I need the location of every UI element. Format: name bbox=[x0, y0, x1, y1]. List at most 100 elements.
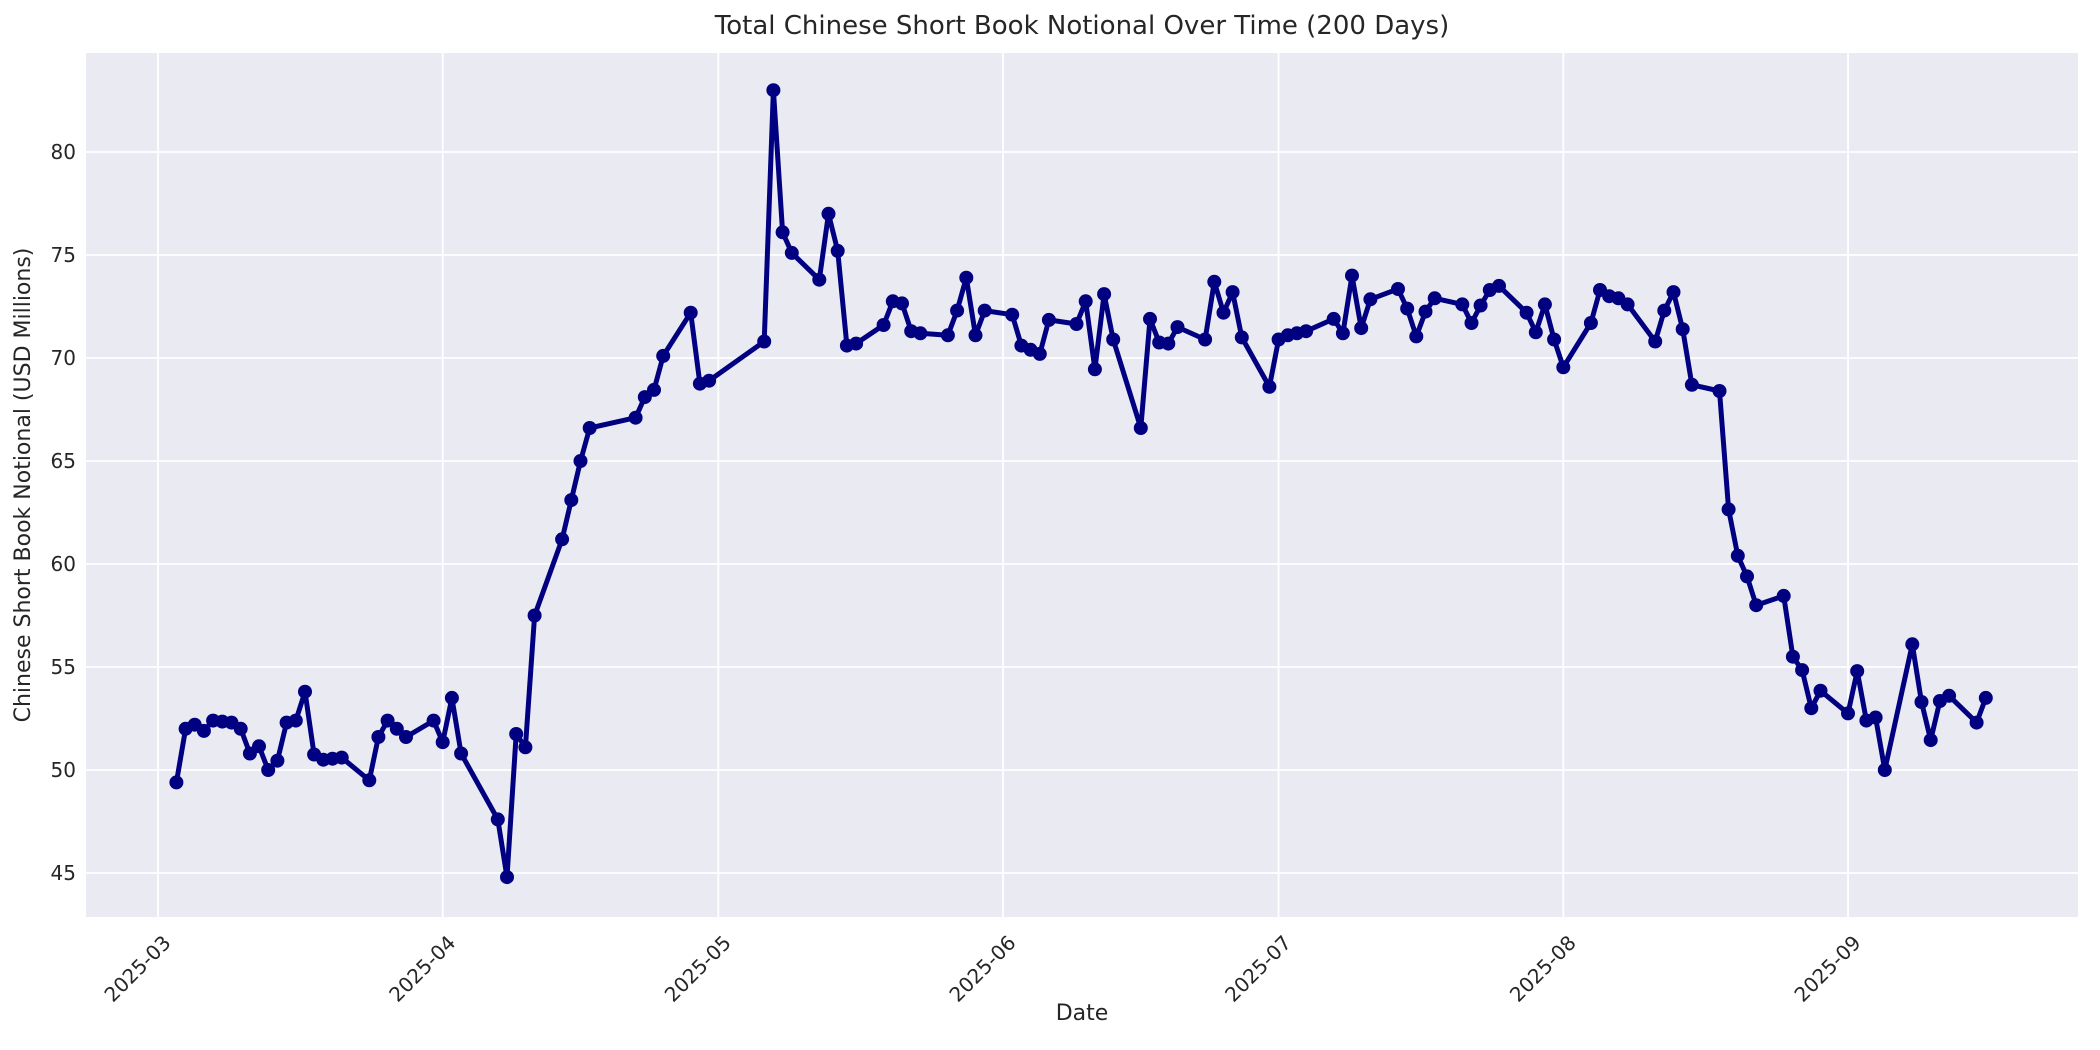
data-point-marker bbox=[849, 336, 864, 351]
y-tick-label: 50 bbox=[51, 758, 76, 782]
data-point-marker bbox=[830, 243, 845, 258]
data-point-marker bbox=[1905, 637, 1920, 652]
data-point-marker bbox=[371, 730, 386, 744]
data-point-marker bbox=[1666, 285, 1681, 300]
data-point-marker bbox=[1978, 690, 1993, 705]
data-point-marker bbox=[573, 454, 588, 468]
data-point-marker bbox=[1143, 311, 1157, 326]
data-point-marker bbox=[1299, 324, 1314, 339]
data-point-marker bbox=[812, 272, 827, 287]
data-point-marker bbox=[518, 740, 533, 755]
data-point-marker bbox=[509, 727, 524, 741]
data-point-marker bbox=[500, 870, 514, 885]
data-point-marker bbox=[1170, 320, 1185, 335]
data-point-marker bbox=[702, 373, 717, 388]
data-point-marker bbox=[821, 206, 836, 221]
data-point-marker bbox=[1409, 329, 1424, 344]
y-tick-label: 70 bbox=[51, 346, 76, 370]
data-point-marker bbox=[1740, 569, 1754, 584]
data-point-marker bbox=[1868, 710, 1883, 725]
x-tick-labels: 2025-03 2025-04 2025-05 2025-06 2025-07 2025-… bbox=[99, 931, 1865, 1007]
plot-area bbox=[86, 53, 2078, 917]
data-point-marker bbox=[1492, 278, 1506, 293]
y-tick-label: 75 bbox=[51, 243, 76, 267]
data-point-marker bbox=[784, 245, 799, 260]
data-point-marker bbox=[527, 608, 542, 623]
data-point-marker bbox=[1455, 297, 1470, 312]
data-point-marker bbox=[1841, 706, 1855, 721]
data-point-marker bbox=[1207, 274, 1222, 289]
data-point-marker bbox=[1914, 695, 1929, 709]
data-point-marker bbox=[1005, 307, 1020, 322]
data-point-marker bbox=[1556, 360, 1571, 375]
data-point-marker bbox=[1813, 683, 1828, 698]
data-point-marker bbox=[1078, 294, 1093, 309]
data-point-marker bbox=[564, 493, 579, 508]
x-axis-label: Date bbox=[1056, 1001, 1109, 1026]
data-point-marker bbox=[444, 690, 459, 705]
data-point-marker bbox=[1335, 326, 1350, 341]
data-point-marker bbox=[1427, 291, 1442, 306]
data-point-marker bbox=[1216, 305, 1231, 320]
data-point-marker bbox=[389, 721, 404, 736]
data-point-marker bbox=[1032, 346, 1047, 361]
data-point-marker bbox=[169, 775, 184, 790]
data-point-marker bbox=[1675, 322, 1690, 337]
data-point-marker bbox=[959, 270, 974, 285]
data-point-marker bbox=[1106, 332, 1121, 347]
data-point-marker bbox=[233, 721, 248, 736]
data-point-marker bbox=[1923, 733, 1938, 748]
data-point-marker bbox=[288, 713, 303, 728]
data-point-marker bbox=[628, 410, 643, 425]
y-tick-label: 60 bbox=[51, 552, 76, 576]
data-point-marker bbox=[261, 763, 276, 777]
data-point-marker bbox=[1620, 297, 1635, 312]
data-point-marker bbox=[1097, 287, 1112, 302]
data-point-marker bbox=[1464, 316, 1479, 330]
data-point-marker bbox=[940, 328, 955, 343]
data-point-marker bbox=[766, 83, 781, 98]
chart-title: Total Chinese Short Book Notional Over T… bbox=[714, 11, 1449, 41]
data-point-marker bbox=[196, 723, 211, 738]
data-point-marker bbox=[950, 303, 965, 318]
y-tick-label: 65 bbox=[51, 449, 76, 473]
data-point-marker bbox=[1785, 649, 1800, 664]
data-point-marker bbox=[555, 532, 570, 547]
data-point-marker bbox=[1776, 588, 1791, 603]
y-tick-labels: 45 50 55 60 65 70 75 80 bbox=[51, 140, 76, 885]
data-point-marker bbox=[1041, 312, 1056, 327]
x-tick-label: 2025-03 bbox=[99, 931, 175, 1007]
data-point-marker bbox=[1418, 304, 1433, 319]
gridlines bbox=[86, 53, 2078, 917]
data-point-marker bbox=[647, 382, 661, 397]
data-point-marker bbox=[977, 303, 992, 318]
x-tick-label: 2025-09 bbox=[1790, 931, 1866, 1007]
data-point-marker bbox=[1528, 325, 1543, 340]
data-point-marker bbox=[1657, 303, 1672, 318]
data-point-marker bbox=[1400, 301, 1415, 316]
data-point-marker bbox=[1363, 292, 1378, 307]
data-point-marker bbox=[1198, 332, 1213, 347]
data-point-marker bbox=[1133, 421, 1148, 435]
data-point-marker bbox=[1519, 305, 1534, 320]
data-point-marker bbox=[895, 296, 909, 311]
data-point-marker bbox=[252, 739, 266, 754]
data-point-marker bbox=[876, 318, 891, 332]
y-tick-label: 55 bbox=[51, 655, 76, 679]
x-tick-label: 2025-05 bbox=[660, 931, 736, 1007]
data-point-marker bbox=[1721, 502, 1736, 517]
data-point-marker bbox=[1537, 297, 1552, 312]
y-tick-label: 45 bbox=[51, 861, 76, 885]
data-point-marker bbox=[1583, 316, 1598, 330]
data-point-marker bbox=[1326, 311, 1341, 326]
data-point-marker bbox=[380, 713, 395, 728]
data-point-marker bbox=[1804, 701, 1819, 716]
data-point-marker bbox=[435, 735, 450, 750]
data-point-marker bbox=[298, 684, 312, 699]
data-point-marker bbox=[683, 305, 698, 320]
data-point-marker bbox=[1161, 336, 1176, 351]
data-point-marker bbox=[1391, 282, 1405, 296]
data-point-marker bbox=[454, 746, 469, 761]
